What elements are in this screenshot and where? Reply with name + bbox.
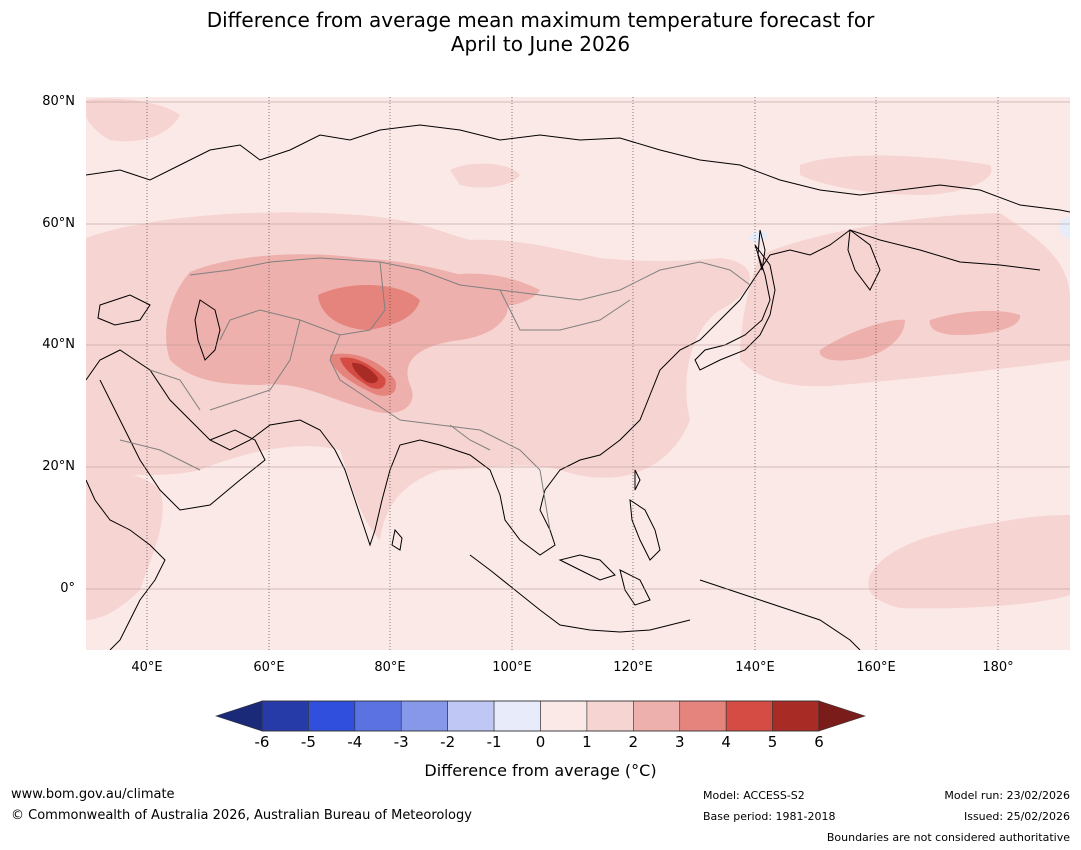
coastline-taiwan-philippines	[629, 469, 661, 561]
colorbar-title: Difference from average (°C)	[424, 761, 657, 780]
lon-label-80e: 80°E	[374, 660, 406, 675]
lat-label-80n: 80°N	[42, 94, 75, 109]
colorbar-tick-label: 2	[628, 733, 639, 751]
colorbar-tick-label: 6	[814, 733, 824, 751]
lat-label-20n: 20°N	[42, 459, 75, 474]
colorbar-segment	[400, 700, 448, 732]
colorbar-tick-label: 3	[674, 733, 685, 751]
footer-disclaimer: Boundaries are not considered authoritat…	[826, 831, 1070, 844]
lon-label-140e: 140°E	[735, 660, 775, 675]
lon-label-40e: 40°E	[131, 660, 163, 675]
lat-label-60n: 60°N	[42, 216, 75, 231]
colorbar-segment	[679, 700, 727, 732]
footer-model: Model: ACCESS-S2	[703, 789, 805, 802]
colorbar-over-triangle	[818, 700, 866, 732]
footer-copyright: © Commonwealth of Australia 2026, Austra…	[11, 808, 472, 823]
coastline-kamchatka	[847, 229, 881, 291]
colorbar-tick-label: -5	[300, 733, 316, 751]
colorbar-segment	[493, 700, 541, 732]
coastline-eurasia-north	[86, 124, 1070, 213]
colorbar-tick-label: -3	[393, 733, 409, 751]
coastline-sakhalin	[757, 229, 766, 271]
colorbar-tick-label: 5	[767, 733, 778, 751]
coastline-arabia	[99, 379, 266, 511]
colorbar-outline	[261, 700, 820, 732]
colorbar-segment	[586, 700, 634, 732]
colorbar-tick-label: -4	[347, 733, 363, 751]
lon-label-120e: 120°E	[613, 660, 653, 675]
anomaly-region-arctic-b	[450, 163, 520, 188]
lon-label-60e: 60°E	[253, 660, 285, 675]
coastline-sri-lanka	[391, 528, 403, 551]
footer-issued: Issued: 25/02/2026	[963, 810, 1070, 823]
colorbar-tick-label: 0	[535, 733, 546, 751]
anomaly-region-arctic-a	[86, 98, 180, 142]
colorbar-segment	[354, 700, 402, 732]
borders	[119, 257, 751, 531]
anomaly-region-north-pacific	[740, 213, 1070, 387]
colorbar-tick-label: -6	[254, 733, 270, 751]
anomaly-region-arabia	[86, 473, 163, 620]
colorbar-segment	[308, 700, 356, 732]
coastline-indonesia	[469, 554, 861, 650]
anomaly-region-pacific-mid-2	[819, 319, 905, 361]
footer-base-period: Base period: 1981-2018	[703, 810, 836, 823]
anomaly-region-tibet-darkest	[352, 362, 378, 384]
lat-label-0: 0°	[60, 581, 75, 596]
lon-label-100e: 100°E	[492, 660, 532, 675]
footer-url[interactable]: www.bom.gov.au/climate	[11, 787, 175, 802]
coastline-pacific	[86, 229, 1041, 556]
anomaly-region-cool-spot-2	[1059, 216, 1070, 238]
colorbar-tick-label: -2	[440, 733, 456, 751]
anomaly-region-mongolia-mid	[450, 273, 540, 307]
colorbar-segment	[772, 700, 820, 732]
lon-label-180: 180°	[982, 660, 1014, 675]
lat-label-40n: 40°N	[42, 337, 75, 352]
footer-model-run: Model run: 23/02/2026	[944, 789, 1070, 802]
colorbar-segment	[725, 700, 773, 732]
lon-label-160e: 160°E	[856, 660, 896, 675]
colorbar-under-triangle	[215, 700, 263, 732]
anomaly-region-kazakh-strong	[318, 284, 420, 330]
gridlines	[86, 97, 1070, 650]
colorbar-segment	[633, 700, 681, 732]
title-line-2: April to June 2026	[450, 32, 631, 56]
colorbar-segment	[261, 700, 309, 732]
coastline-black-sea	[97, 294, 151, 326]
anomaly-region-pacific-mid	[929, 310, 1021, 335]
colorbar-segment	[447, 700, 495, 732]
coastline-japan	[694, 244, 776, 371]
colorbar-tick-label: 4	[721, 733, 731, 751]
colorbar-segment	[540, 700, 588, 732]
colorbar-tick-label: 1	[582, 733, 592, 751]
title-line-1: Difference from average mean maximum tem…	[206, 8, 875, 32]
anomaly-region-cool-spot	[748, 231, 768, 242]
coastline-caspian	[194, 299, 221, 361]
colorbar-tick-label: -1	[486, 733, 502, 751]
chart-title: Difference from average mean maximum tem…	[0, 8, 1081, 56]
coastline-africa	[86, 479, 166, 650]
anomaly-region-equatorial-pacific	[868, 515, 1070, 609]
